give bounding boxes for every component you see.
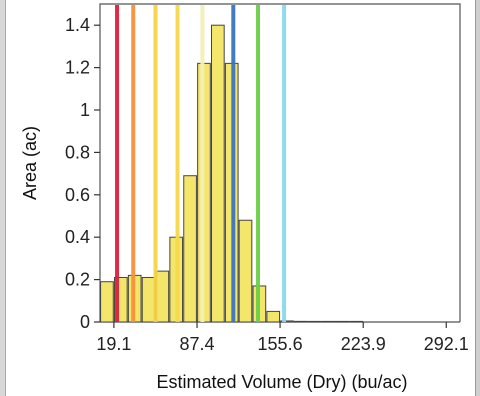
histogram-bar bbox=[183, 175, 197, 323]
histogram-bar bbox=[238, 219, 253, 323]
y-axis-label: Area (ac) bbox=[20, 126, 40, 200]
histogram-bar bbox=[155, 270, 170, 323]
histogram-bar bbox=[280, 320, 294, 323]
x-tick-label: 223.9 bbox=[341, 334, 386, 354]
x-tick-label: 87.4 bbox=[180, 334, 215, 354]
histogram-bar bbox=[100, 281, 114, 323]
histogram-bar bbox=[294, 320, 308, 323]
y-tick-label: 1.2 bbox=[65, 58, 90, 78]
histogram-bar bbox=[141, 276, 156, 323]
y-tick-label: 0.6 bbox=[65, 185, 90, 205]
ticks-group: 0 0.2 0.4 0.6 0.8 1 1.2 1.4 19.1 87.4 155.6 223.9 29… bbox=[65, 15, 469, 354]
y-tick-label: 1 bbox=[80, 100, 90, 120]
x-tick-label: 292.1 bbox=[424, 334, 469, 354]
histogram-bar bbox=[349, 320, 364, 323]
x-tick-label: 155.6 bbox=[258, 334, 303, 354]
right-frame-edge bbox=[475, 0, 480, 396]
marker-lines-group bbox=[115, 5, 287, 322]
y-tick-label: 0.8 bbox=[65, 142, 90, 162]
x-axis-label: Estimated Volume (Dry) (bu/ac) bbox=[156, 372, 407, 392]
y-tick-label: 0.4 bbox=[65, 227, 90, 247]
histogram-bar bbox=[266, 310, 281, 323]
y-tick-label: 1.4 bbox=[65, 15, 90, 35]
y-tick-label: 0.2 bbox=[65, 270, 90, 290]
histogram-bar bbox=[211, 24, 225, 323]
y-tick-label: 0 bbox=[80, 312, 90, 332]
histogram-bar bbox=[307, 320, 322, 323]
histogram-bar bbox=[335, 320, 350, 323]
left-frame-edge bbox=[0, 0, 6, 396]
plot-border bbox=[99, 3, 461, 322]
x-tick-label: 19.1 bbox=[96, 334, 131, 354]
histogram-bar bbox=[321, 320, 336, 323]
